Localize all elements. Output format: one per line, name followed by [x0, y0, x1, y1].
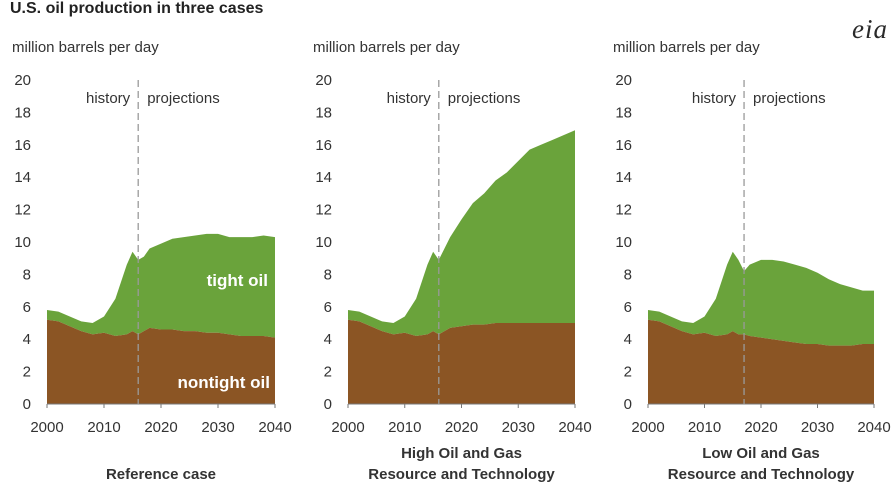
y-tick-label: 12 [14, 202, 31, 219]
x-tick-label: 2020 [445, 419, 478, 436]
y-tick-label: 16 [14, 137, 31, 154]
y-tick-label: 0 [23, 396, 31, 413]
x-tick-label: 2030 [801, 419, 834, 436]
nontight-oil-label: nontight oil [177, 373, 270, 392]
nontight-oil-area [348, 319, 575, 404]
tight-oil-label: tight oil [207, 271, 268, 290]
history-label: history [86, 90, 131, 107]
y-tick-label: 14 [315, 169, 332, 186]
y-tick-label: 6 [624, 299, 632, 316]
y-tick-label: 10 [615, 234, 632, 251]
y-unit-label: million barrels per day [313, 39, 460, 56]
history-label: history [692, 90, 737, 107]
chart-title: U.S. oil production in three cases [10, 0, 264, 17]
y-tick-label: 2 [624, 364, 632, 381]
panel-caption: High Oil and Gas [401, 445, 522, 462]
panel-caption: Low Oil and Gas [702, 445, 820, 462]
x-tick-label: 2020 [144, 419, 177, 436]
y-tick-label: 10 [14, 234, 31, 251]
x-tick-label: 2010 [87, 419, 120, 436]
nontight-oil-area [47, 319, 275, 404]
y-tick-label: 20 [14, 72, 31, 89]
y-tick-label: 16 [615, 137, 632, 154]
y-tick-label: 0 [324, 396, 332, 413]
panel-caption: Reference case [106, 466, 216, 483]
y-tick-label: 16 [315, 137, 332, 154]
x-tick-label: 2000 [631, 419, 664, 436]
x-tick-label: 2040 [857, 419, 890, 436]
y-tick-label: 12 [315, 202, 332, 219]
nontight-oil-area [648, 319, 874, 404]
y-tick-label: 12 [615, 202, 632, 219]
projections-label: projections [147, 90, 220, 107]
y-tick-label: 20 [315, 72, 332, 89]
x-tick-label: 2030 [502, 419, 535, 436]
x-tick-label: 2030 [201, 419, 234, 436]
x-tick-label: 2000 [30, 419, 63, 436]
y-tick-label: 14 [615, 169, 632, 186]
y-tick-label: 2 [23, 364, 31, 381]
tight-oil-area [648, 251, 874, 346]
y-tick-label: 8 [23, 266, 31, 283]
x-tick-label: 2040 [558, 419, 591, 436]
x-tick-label: 2010 [688, 419, 721, 436]
y-tick-label: 4 [23, 331, 31, 348]
y-tick-label: 18 [315, 104, 332, 121]
x-tick-label: 2020 [744, 419, 777, 436]
tight-oil-area [348, 130, 575, 336]
y-tick-label: 18 [615, 104, 632, 121]
y-tick-label: 10 [315, 234, 332, 251]
y-tick-label: 8 [324, 266, 332, 283]
x-tick-label: 2010 [388, 419, 421, 436]
y-tick-label: 18 [14, 104, 31, 121]
projections-label: projections [753, 90, 826, 107]
y-tick-label: 4 [324, 331, 332, 348]
y-tick-label: 0 [624, 396, 632, 413]
y-tick-label: 8 [624, 266, 632, 283]
y-unit-label: million barrels per day [12, 39, 159, 56]
y-tick-label: 2 [324, 364, 332, 381]
projections-label: projections [448, 90, 521, 107]
panel-caption: Resource and Technology [368, 466, 555, 483]
panel-caption: Resource and Technology [668, 466, 855, 483]
x-tick-label: 2040 [258, 419, 291, 436]
x-tick-label: 2000 [331, 419, 364, 436]
y-tick-label: 6 [324, 299, 332, 316]
y-unit-label: million barrels per day [613, 39, 760, 56]
y-tick-label: 20 [615, 72, 632, 89]
eia-logo: eia [852, 14, 888, 44]
history-label: history [387, 90, 432, 107]
tight-oil-area [47, 233, 275, 338]
y-tick-label: 4 [624, 331, 632, 348]
y-tick-label: 6 [23, 299, 31, 316]
y-tick-label: 14 [14, 169, 31, 186]
